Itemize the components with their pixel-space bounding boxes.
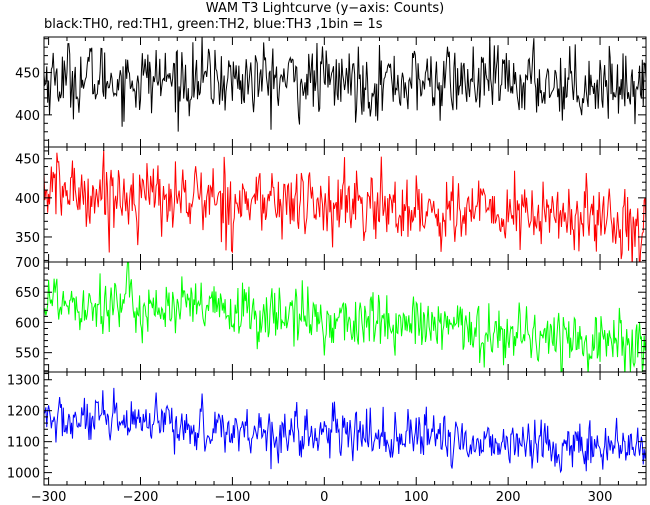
y-tick-label: 450 xyxy=(15,153,40,168)
y-tick-label: 450 xyxy=(15,67,40,82)
series-line-th2 xyxy=(44,262,646,372)
x-tick-label: −100 xyxy=(215,490,251,505)
panel-frame-4 xyxy=(43,371,647,486)
x-tick-label: 200 xyxy=(496,490,521,505)
y-tick-label: 1200 xyxy=(7,405,40,420)
y-tick-label: 400 xyxy=(15,192,40,207)
y-tick-label: 350 xyxy=(15,231,40,246)
chart-title: WAM T3 Lightcurve (y−axis: Counts) xyxy=(205,1,445,16)
chart-subtitle: black:TH0, red:TH1, green:TH2, blue:TH3 … xyxy=(44,17,383,32)
series-line-th0 xyxy=(44,37,646,132)
y-tick-label: 600 xyxy=(15,316,40,331)
x-tick-label: 300 xyxy=(588,490,613,505)
y-tick-label: 1100 xyxy=(7,436,40,451)
series-line-th1 xyxy=(44,149,646,262)
y-tick-label: 550 xyxy=(15,347,40,362)
y-tick-label: 700 xyxy=(15,256,40,271)
y-tick-label: 650 xyxy=(15,286,40,301)
x-tick-label: −300 xyxy=(31,490,67,505)
y-tick-label: 1300 xyxy=(7,374,40,389)
x-tick-label: −200 xyxy=(123,490,159,505)
x-tick-label: 0 xyxy=(320,490,328,505)
series-line-th3 xyxy=(44,387,646,474)
y-tick-label: 400 xyxy=(15,109,40,124)
x-tick-label: 100 xyxy=(404,490,429,505)
panel-frame-1 xyxy=(43,36,647,148)
y-tick-label: 1000 xyxy=(7,467,40,482)
